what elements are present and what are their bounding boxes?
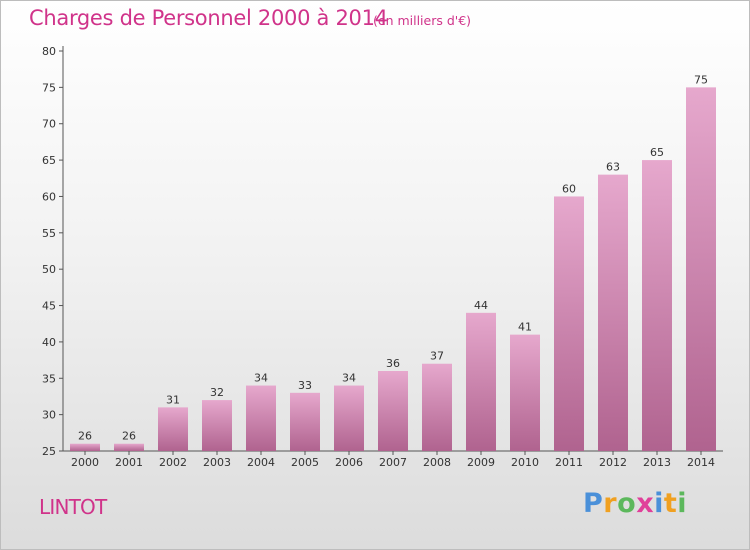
bar	[290, 392, 320, 451]
chart-title: Charges de Personnel 2000 à 2014	[29, 6, 388, 30]
x-tick-label: 2004	[247, 456, 275, 469]
bars	[70, 87, 716, 452]
data-label: 26	[122, 430, 136, 443]
data-label: 32	[210, 386, 224, 399]
bar	[422, 363, 452, 451]
bar	[598, 174, 628, 452]
x-tick-label: 2000	[71, 456, 99, 469]
x-tick-label: 2005	[291, 456, 319, 469]
proxiti-logo: Proxiti	[583, 488, 687, 519]
y-tick-label: 35	[42, 372, 56, 385]
data-label: 31	[166, 393, 180, 406]
bar	[114, 443, 144, 451]
bar	[510, 334, 540, 451]
data-label: 37	[430, 350, 444, 363]
data-label: 33	[298, 379, 312, 392]
bar	[554, 196, 584, 451]
y-tick-label: 60	[42, 190, 56, 203]
data-label: 34	[342, 372, 356, 385]
data-label: 60	[562, 182, 576, 195]
x-tick-label: 2012	[599, 456, 627, 469]
bar	[686, 87, 716, 451]
labels: 2000 26 2001 26 2002 31 2003 32 2004 34 2005 33 2006…	[71, 73, 715, 469]
bar	[466, 312, 496, 451]
data-label: 26	[78, 430, 92, 443]
bar	[202, 400, 232, 451]
chart-subtitle: (en milliers d'€)	[373, 13, 472, 28]
commune-name: LINTOT	[39, 495, 107, 519]
y-tick-label: 50	[42, 263, 56, 276]
logo-letter: P	[583, 488, 604, 519]
data-label: 63	[606, 161, 620, 174]
x-tick-label: 2010	[511, 456, 539, 469]
x-tick-label: 2001	[115, 456, 143, 469]
bar	[378, 371, 408, 451]
x-tick-label: 2006	[335, 456, 363, 469]
bar	[642, 160, 672, 451]
y-tick-label: 55	[42, 227, 56, 240]
y-tick-label: 80	[42, 45, 56, 58]
x-tick-label: 2009	[467, 456, 495, 469]
data-label: 41	[518, 321, 532, 334]
bar	[70, 443, 100, 451]
logo-letter: x	[636, 488, 655, 519]
x-tick-label: 2007	[379, 456, 407, 469]
x-tick-label: 2002	[159, 456, 187, 469]
data-label: 65	[650, 146, 664, 159]
y-tick-label: 30	[42, 409, 56, 422]
y-tick-label: 75	[42, 81, 56, 94]
x-tick-label: 2013	[643, 456, 671, 469]
x-tick-label: 2008	[423, 456, 451, 469]
logo-letter: i	[677, 488, 688, 519]
data-label: 34	[254, 372, 268, 385]
y-tick-label: 45	[42, 300, 56, 313]
bar	[334, 385, 364, 451]
data-label: 75	[694, 73, 708, 86]
x-tick-label: 2003	[203, 456, 231, 469]
logo-letter: t	[663, 488, 678, 519]
bar	[246, 385, 276, 451]
x-tick-label: 2011	[555, 456, 583, 469]
y-tick-label: 65	[42, 154, 56, 167]
data-label: 36	[386, 357, 400, 370]
x-tick-label: 2014	[687, 456, 715, 469]
y-tick-label: 25	[42, 445, 56, 458]
data-label: 44	[474, 299, 488, 312]
logo-letter: r	[603, 488, 618, 519]
logo-letter: o	[617, 488, 637, 519]
y-tick-label: 40	[42, 336, 56, 349]
bar	[158, 407, 188, 451]
logo-letter: i	[654, 488, 664, 519]
axes: 25 30 35 40 45 50 55 60 65 70 75 80	[42, 45, 723, 458]
y-tick-label: 70	[42, 118, 56, 131]
